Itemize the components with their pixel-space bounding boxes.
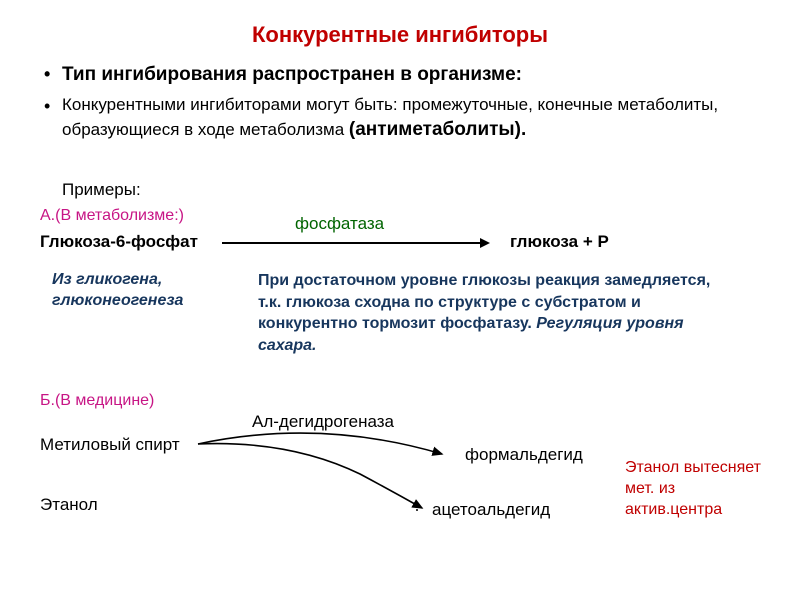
note-a-origin: Из гликогена, глюконеогенеза <box>52 270 242 312</box>
bullet-1-text: Тип ингибирования распространен в органи… <box>62 64 522 85</box>
reaction-a-enzyme: фосфатаза <box>295 214 384 234</box>
reaction-a-arrow-head <box>480 238 490 248</box>
bullet-2: Конкурентными ингибиторами могут быть: п… <box>62 94 742 143</box>
reaction-b-bot-left: Этанол <box>40 495 98 515</box>
section-a-heading: А.(В метаболизме:) <box>40 207 184 225</box>
reaction-a-arrow-line <box>222 242 482 244</box>
reaction-b-enzyme: Ал-дегидрогеназа <box>252 412 394 432</box>
reaction-a-product: глюкоза + Р <box>510 232 609 252</box>
reaction-b-top-left: Метиловый спирт <box>40 435 180 455</box>
note-b: Этанол вытесняет мет. из актив.центра <box>625 458 775 520</box>
reaction-b-arrows <box>190 430 450 520</box>
examples-label: Примеры: <box>62 180 141 200</box>
reaction-a-substrate: Глюкоза-6-фосфат <box>40 232 198 252</box>
reaction-b-top-right: формальдегид <box>465 445 583 465</box>
note-a-main: При достаточном уровне глюкозы реакция з… <box>258 270 718 356</box>
bullet-1: Тип ингибирования распространен в органи… <box>62 64 522 86</box>
page-title: Конкурентные ингибиторы <box>0 22 800 48</box>
bullet-2-strong: (антиметаболиты). <box>349 119 526 140</box>
section-b-heading: Б.(В медицине) <box>40 392 154 410</box>
